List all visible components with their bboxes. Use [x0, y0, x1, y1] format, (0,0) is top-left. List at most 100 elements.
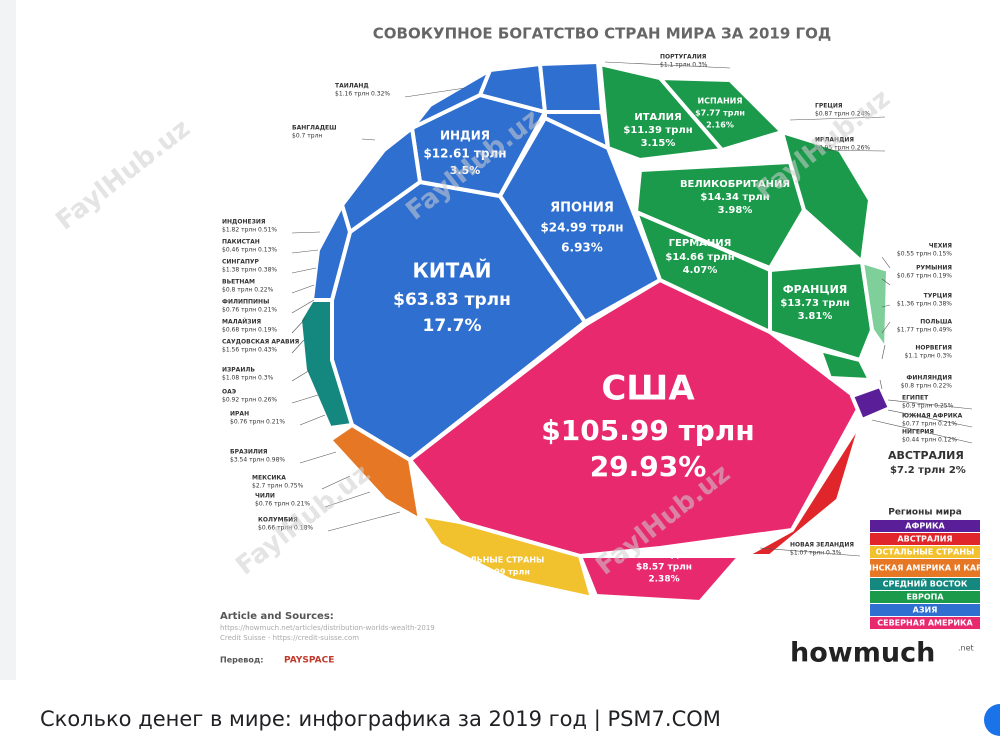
cell-value: $24.99 трлн [540, 221, 623, 235]
legend-label: ОСТАЛЬНЫЕ СТРАНЫ [876, 548, 975, 557]
side-label-value: $0.7 трлн [292, 133, 322, 140]
australia-name: АВСТРАЛИЯ [888, 449, 964, 462]
leader-line [881, 321, 891, 334]
cell-name: США [601, 369, 695, 409]
legend-swatch [870, 617, 980, 629]
cell-percent: 3.81% [798, 311, 833, 322]
side-label-name: ПОЛЬША [920, 319, 952, 326]
legend-label: АЗИЯ [913, 606, 938, 615]
legend-label: АВСТРАЛИЯ [897, 535, 952, 544]
leader-line [799, 149, 886, 152]
cell-hk [538, 60, 604, 114]
cell-france [768, 260, 874, 362]
side-label-value: $2.7 трлн 0.75% [252, 483, 304, 490]
side-labels: ТАИЛАНД$1.16 трлн 0.32% БАНГЛАДЕШ$0.7 трл… [222, 54, 973, 557]
side-label-name: ПАКИСТАН [222, 239, 260, 246]
cell-other [418, 513, 594, 600]
cell-value: $11.39 трлн [623, 125, 692, 136]
leader-line [299, 451, 337, 464]
leader-line [291, 267, 317, 274]
side-label-value: $0.76 трлн 0.21% [222, 307, 277, 314]
cell-europe-small [818, 348, 872, 382]
leader-line [291, 299, 315, 314]
cell-name: ИСПАНИЯ [697, 97, 742, 106]
leader-line [759, 547, 861, 557]
leader-line [887, 399, 973, 410]
cell-italy [598, 62, 724, 162]
leader-line [299, 414, 326, 426]
cell-japan [498, 116, 662, 324]
cell-value: $12.61 трлн [423, 147, 506, 161]
side-label-name: БРАЗИЛИЯ [230, 449, 268, 456]
leader-line [321, 475, 351, 490]
cell-africa [850, 384, 892, 422]
legend-swatch [870, 559, 980, 577]
legend-swatch [870, 546, 980, 558]
leader-line [881, 256, 891, 269]
side-label-value: $1.82 трлн 0.51% [222, 227, 277, 234]
left-strip [0, 0, 16, 680]
cell-value: $14.34 трлн [700, 192, 769, 203]
side-label-value: $1.1 трлн 0.3% [905, 353, 953, 360]
side-label-value: $0.87 трлн 0.24% [815, 111, 870, 118]
leader-line [881, 278, 891, 286]
side-label-name: ИРЛАНДИЯ [815, 137, 854, 144]
side-label-name: ЮЖНАЯ АФРИКА [902, 413, 963, 420]
side-label-value: $0.68 трлн 0.19% [222, 327, 277, 334]
side-label-value: $0.76 трлн 0.21% [255, 501, 310, 508]
legend-label: СЕВЕРНАЯ АМЕРИКА [877, 619, 973, 628]
leader-line [404, 87, 466, 98]
cell-percent: 6.93% [561, 241, 603, 255]
cell-asia-small [310, 203, 352, 302]
side-label-name: ЧЕХИЯ [929, 243, 953, 250]
leader-line [887, 409, 973, 428]
side-label-value: $0.67 трлн 0.19% [897, 273, 952, 280]
cell-canada [578, 554, 742, 604]
cell-asia-small [410, 68, 492, 130]
sources-line: https://howmuch.net/articles/distributio… [220, 624, 435, 632]
legend: Регионы мира АФРИКА АВСТРАЛИЯ ОСТАЛЬНЫЕ СТ… [847, 508, 1000, 629]
cell-percent: 3.15% [641, 138, 676, 149]
side-label-name: НИГЕРИЯ [902, 429, 934, 436]
leader-line [291, 339, 305, 354]
side-label-name: САУДОВСКАЯ АРАВИЯ [222, 339, 300, 346]
side-label-value: $0.8 трлн 0.22% [222, 287, 274, 294]
legend-swatch [870, 533, 980, 545]
translation-brand: PAYSPACE [284, 656, 334, 666]
cell-percent: 2.16% [706, 121, 734, 130]
cell-value: $13.73 трлн [780, 298, 849, 309]
side-label-value: $3.54 трлн 0.98% [230, 457, 285, 464]
cell-middle-east [298, 298, 354, 430]
side-label-value: $0.9 трлн 0.25% [902, 403, 954, 410]
side-label-value: $0.92 трлн 0.26% [222, 397, 277, 404]
legend-title: Регионы мира [888, 508, 962, 518]
side-label-name: НОВАЯ ЗЕЛАНДИЯ [790, 542, 854, 549]
side-label-name: ВЬЕТНАМ [222, 279, 255, 286]
side-label-name: ГРЕЦИЯ [815, 103, 843, 110]
side-label-name: ПОРТУГАЛИЯ [660, 54, 707, 61]
cell-europe-light [860, 260, 890, 352]
leader-line [324, 491, 371, 508]
voronoi [298, 60, 892, 604]
cell-name: ЯПОНИЯ [550, 201, 614, 216]
leader-line [789, 116, 886, 121]
side-label-name: КОЛУМБИЯ [258, 517, 298, 524]
cell-percent: 29.93% [590, 450, 707, 483]
leader-line [361, 138, 376, 141]
cell-name: КАНАДА [642, 551, 686, 561]
side-label-name: ТАИЛАНД [335, 83, 369, 90]
side-label-value: $0.46 трлн 0.13% [222, 247, 277, 254]
side-label-name: НОРВЕГИЯ [915, 345, 952, 352]
cell-percent: 17.7% [423, 316, 482, 336]
share-button[interactable] [984, 704, 1000, 736]
cell-percent: 3.98% [718, 205, 753, 216]
translation-label: Перевод: [220, 656, 264, 665]
leader-line [604, 61, 731, 69]
leader-line [291, 284, 315, 294]
side-label-name: МЕКСИКА [252, 475, 286, 482]
cell-percent: 1.97% [496, 580, 524, 589]
cell-percent: 4.07% [683, 265, 718, 276]
side-label-value: $1.08 трлн 0.3% [222, 375, 274, 382]
side-label-name: МАЛАЙЗИЯ [222, 318, 262, 326]
